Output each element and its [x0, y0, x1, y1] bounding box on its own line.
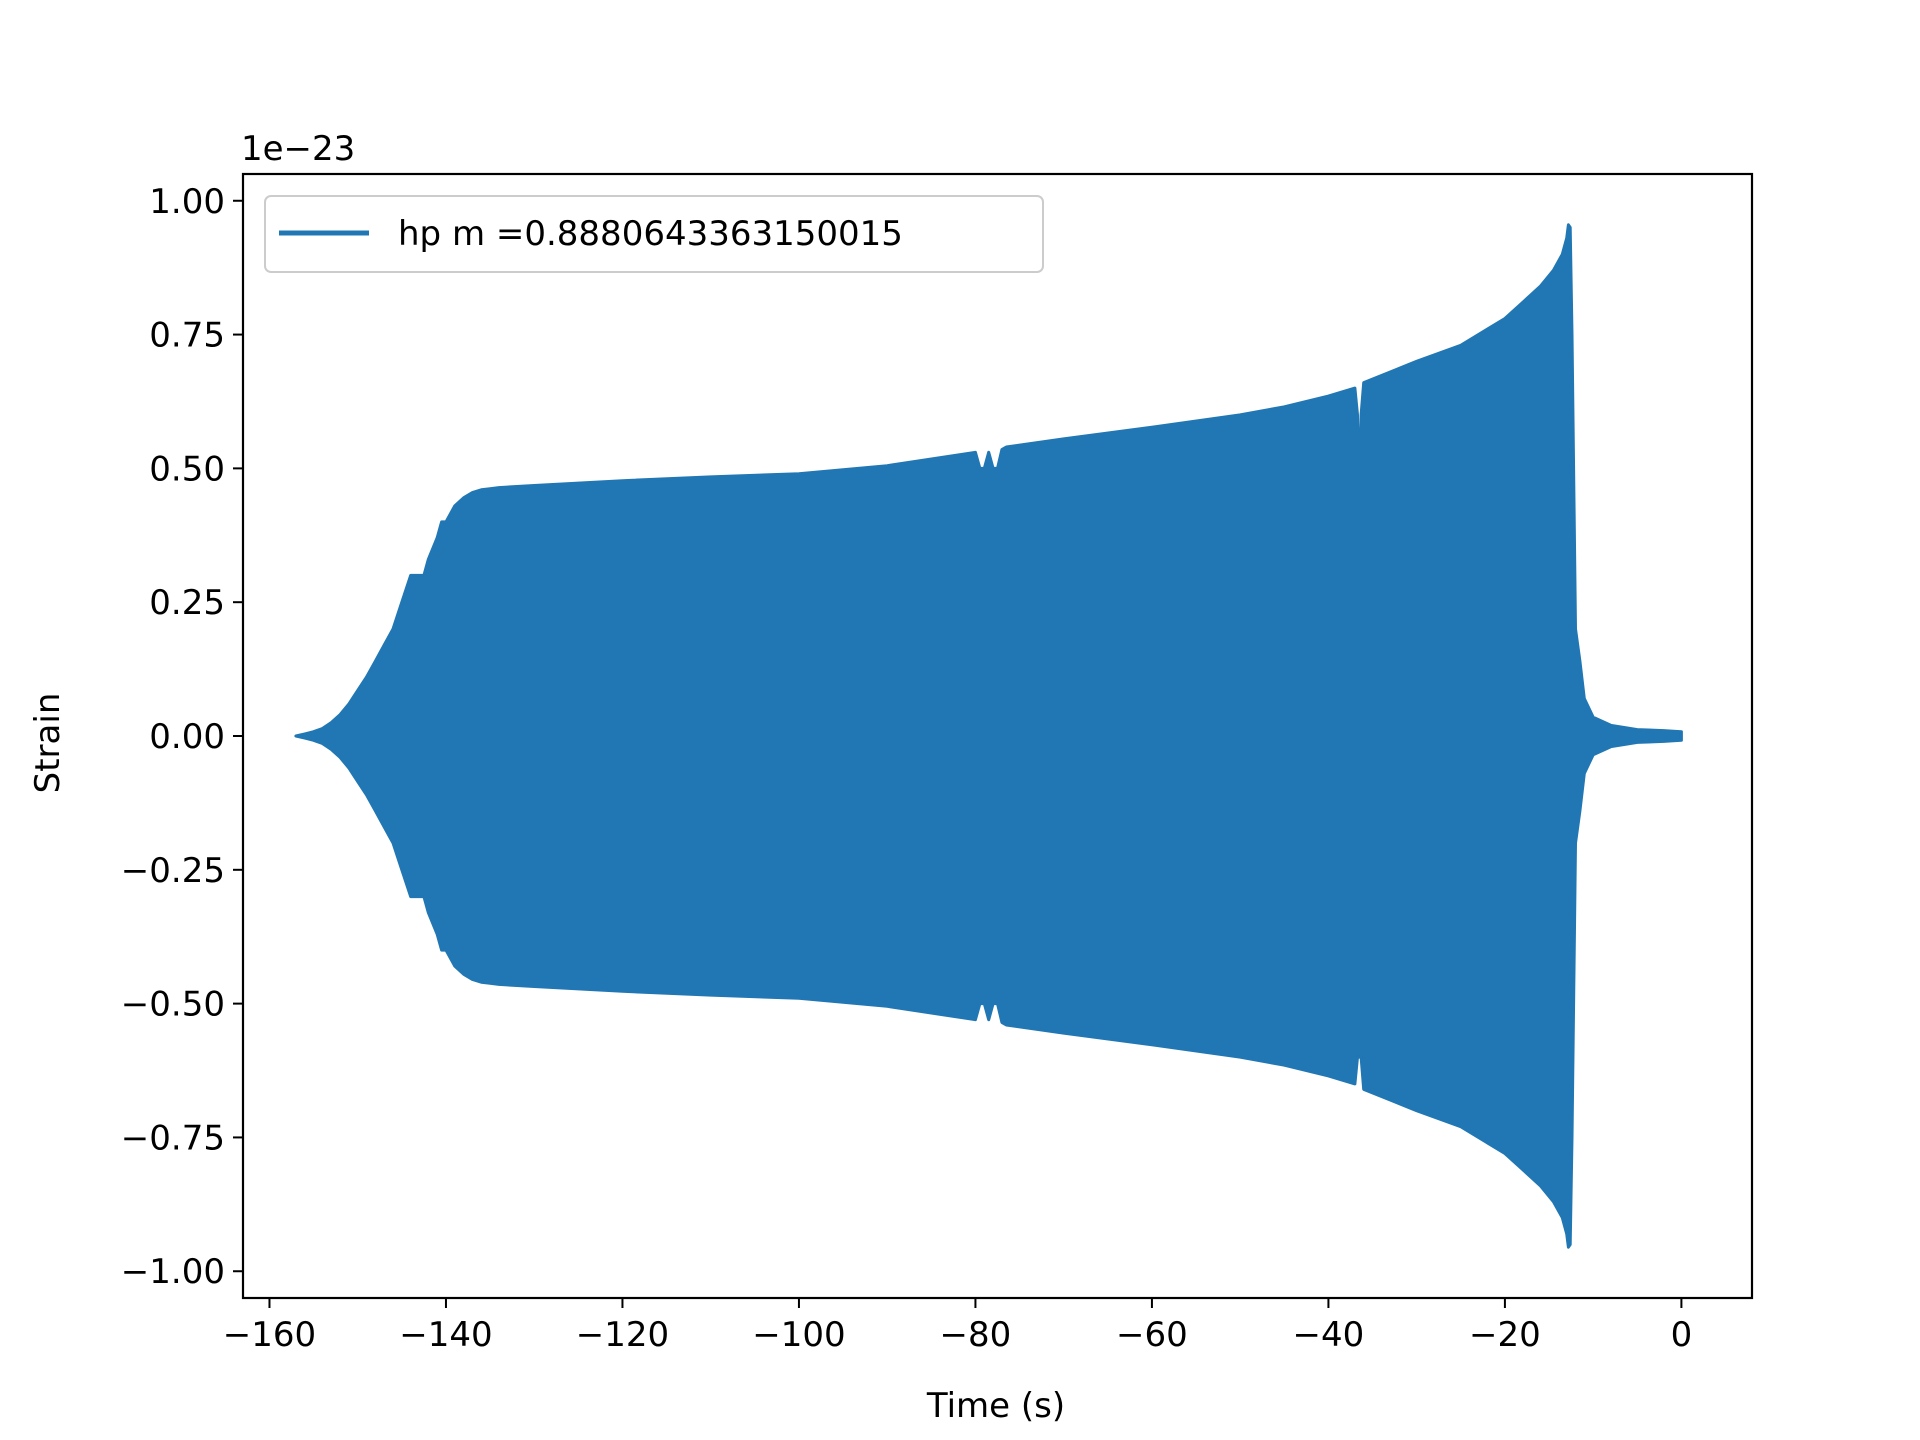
x-tick-label: 0 — [1671, 1315, 1693, 1355]
x-tick-label: −140 — [399, 1315, 492, 1355]
y-tick-label: 0.75 — [149, 316, 225, 356]
legend: hp m =0.8880643363150015 — [264, 195, 1044, 273]
x-tick-label: −60 — [1116, 1315, 1188, 1355]
legend-label: hp m =0.8880643363150015 — [398, 214, 903, 254]
y-axis-label: Strain — [28, 693, 68, 794]
y-axis: 1.00 0.75 0.50 0.25 0.00 −0.25 −0.50 −0.75 −1.00 — [121, 182, 243, 1292]
y-tick-label: 1.00 — [149, 182, 225, 222]
y-tick-label: −0.75 — [121, 1118, 225, 1158]
x-tick-label: −40 — [1293, 1315, 1365, 1355]
y-tick-label: −0.50 — [121, 985, 225, 1025]
x-tick-label: −20 — [1469, 1315, 1541, 1355]
x-tick-label: −160 — [223, 1315, 316, 1355]
y-tick-label: 0.50 — [149, 449, 225, 489]
plot-area — [294, 223, 1683, 1249]
y-tick-label: 0.25 — [149, 583, 225, 623]
y-scale-offset-label: 1e−23 — [241, 129, 355, 169]
x-tick-label: −100 — [752, 1315, 845, 1355]
series-hp-waveform — [294, 223, 1683, 1249]
x-axis: −160 −140 −120 −100 −80 −60 −40 −20 0 — [223, 1298, 1692, 1355]
y-tick-label: −1.00 — [121, 1252, 225, 1292]
y-tick-label: −0.25 — [121, 851, 225, 891]
x-tick-label: −80 — [940, 1315, 1012, 1355]
x-axis-label: Time (s) — [926, 1386, 1065, 1426]
legend-box — [264, 195, 1044, 273]
x-tick-label: −120 — [576, 1315, 669, 1355]
y-tick-label: 0.00 — [149, 717, 225, 757]
